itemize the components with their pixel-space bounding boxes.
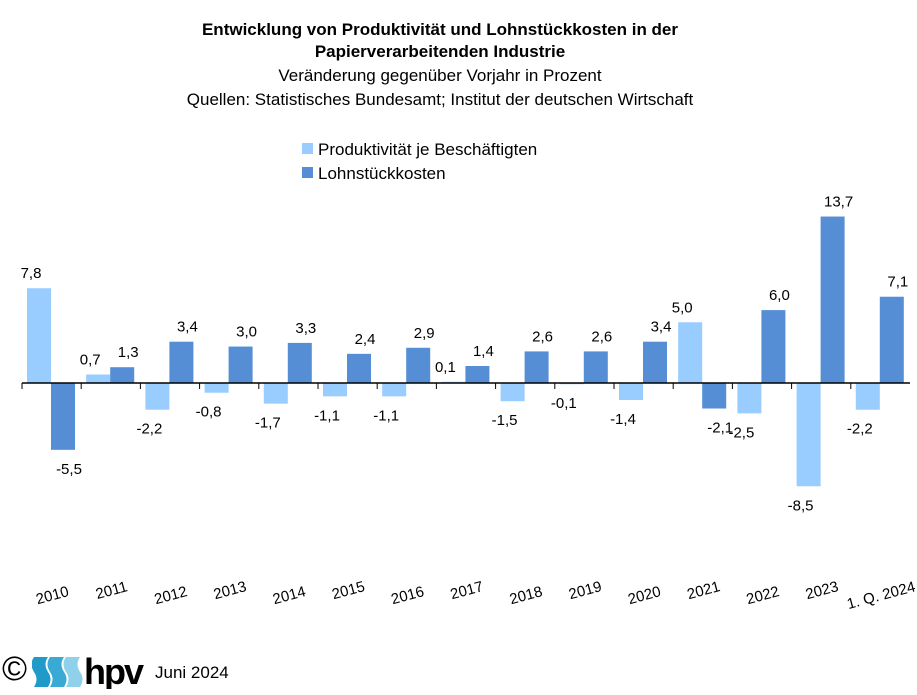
data-label: 2,4 xyxy=(355,331,376,348)
data-label: 0,1 xyxy=(435,359,456,376)
data-label: 2,6 xyxy=(532,328,553,345)
data-label: 2,6 xyxy=(591,328,612,345)
copyright-symbol: © xyxy=(2,650,28,688)
data-label: 6,0 xyxy=(769,287,790,304)
data-label: 7,8 xyxy=(21,265,42,282)
data-label: 13,7 xyxy=(824,194,853,211)
x-tick-label: 1. Q. 2024 xyxy=(845,578,917,613)
bar xyxy=(761,310,786,383)
footer-date: Juni 2024 xyxy=(155,663,229,682)
chart-source: Quellen: Statistisches Bundesamt; Instit… xyxy=(186,90,694,109)
bar xyxy=(347,353,371,383)
bar xyxy=(500,383,525,402)
data-label: -1,5 xyxy=(492,412,518,429)
data-label: -2,1 xyxy=(707,420,733,437)
x-tick-label: 2020 xyxy=(626,583,663,608)
data-label: -2,2 xyxy=(136,421,162,438)
x-tick-label: 2017 xyxy=(449,578,486,603)
x-tick-label: 2011 xyxy=(94,578,130,603)
data-label: -0,1 xyxy=(551,395,577,412)
bar xyxy=(169,341,194,383)
bar xyxy=(583,351,608,383)
bar xyxy=(524,351,549,383)
legend-swatch xyxy=(302,167,313,178)
data-label: 1,3 xyxy=(118,344,139,361)
bar xyxy=(145,383,170,410)
bar xyxy=(678,322,703,383)
bar xyxy=(382,383,407,397)
bar xyxy=(86,374,111,383)
chart-title-line1: Entwicklung von Produktivität und Lohnst… xyxy=(201,20,679,39)
data-label: -1,7 xyxy=(255,415,281,432)
legend-label: Produktivität je Beschäftigten xyxy=(318,140,537,159)
bar xyxy=(820,216,845,383)
data-label: -1,1 xyxy=(314,407,340,424)
x-tick-label: 2015 xyxy=(330,578,367,603)
x-tick-label: 2023 xyxy=(804,578,841,603)
data-label: -2,5 xyxy=(728,424,754,441)
bar xyxy=(51,383,75,450)
logo-text: hpv xyxy=(84,655,144,689)
data-label: -1,1 xyxy=(373,407,399,424)
chart-subtitle: Veränderung gegenüber Vorjahr in Prozent xyxy=(278,66,602,85)
bar xyxy=(796,383,821,487)
data-label: 7,1 xyxy=(887,274,908,291)
data-label: -1,4 xyxy=(610,411,636,428)
bar xyxy=(465,365,490,383)
data-label: -5,5 xyxy=(56,461,82,478)
x-tick-label: 2018 xyxy=(508,583,545,608)
bar xyxy=(702,383,727,409)
data-label: 0,7 xyxy=(80,351,101,368)
x-tick-label: 2021 xyxy=(685,578,722,603)
x-tick-label: 2012 xyxy=(153,583,190,608)
x-tick-label: 2014 xyxy=(271,583,308,608)
data-label: -8,5 xyxy=(788,497,814,514)
x-tick-label: 2022 xyxy=(745,583,782,608)
x-tick-label: 2013 xyxy=(212,578,249,603)
data-label: -2,2 xyxy=(847,421,873,438)
x-tick-label: 2019 xyxy=(567,578,604,603)
x-tick-label: 2016 xyxy=(389,583,426,608)
data-label: 3,4 xyxy=(651,319,672,336)
hpv-logo: hpv xyxy=(32,655,146,689)
data-label: 2,9 xyxy=(414,325,435,342)
bar xyxy=(110,367,135,383)
data-label: 5,0 xyxy=(672,299,693,316)
bar xyxy=(287,342,312,383)
bar xyxy=(619,383,643,401)
data-label: 1,4 xyxy=(473,343,494,360)
bar xyxy=(406,347,431,383)
data-label: 3,0 xyxy=(236,324,257,341)
bar xyxy=(879,296,904,383)
logo-waves-icon xyxy=(32,657,83,687)
bar xyxy=(228,346,253,383)
x-tick-label: 2010 xyxy=(34,583,71,608)
chart-title-line2: Papierverarbeitenden Industrie xyxy=(314,42,566,61)
bar xyxy=(643,341,667,383)
legend-swatch xyxy=(302,143,313,154)
bar xyxy=(204,383,229,393)
data-label: -0,8 xyxy=(196,404,222,421)
bar xyxy=(27,288,51,383)
data-label: 3,4 xyxy=(177,319,198,336)
legend-label: Lohnstückkosten xyxy=(318,164,446,183)
bar xyxy=(263,383,288,404)
bar xyxy=(855,383,880,410)
bar xyxy=(737,383,762,414)
data-label: 3,3 xyxy=(295,320,316,337)
bar xyxy=(323,383,347,397)
